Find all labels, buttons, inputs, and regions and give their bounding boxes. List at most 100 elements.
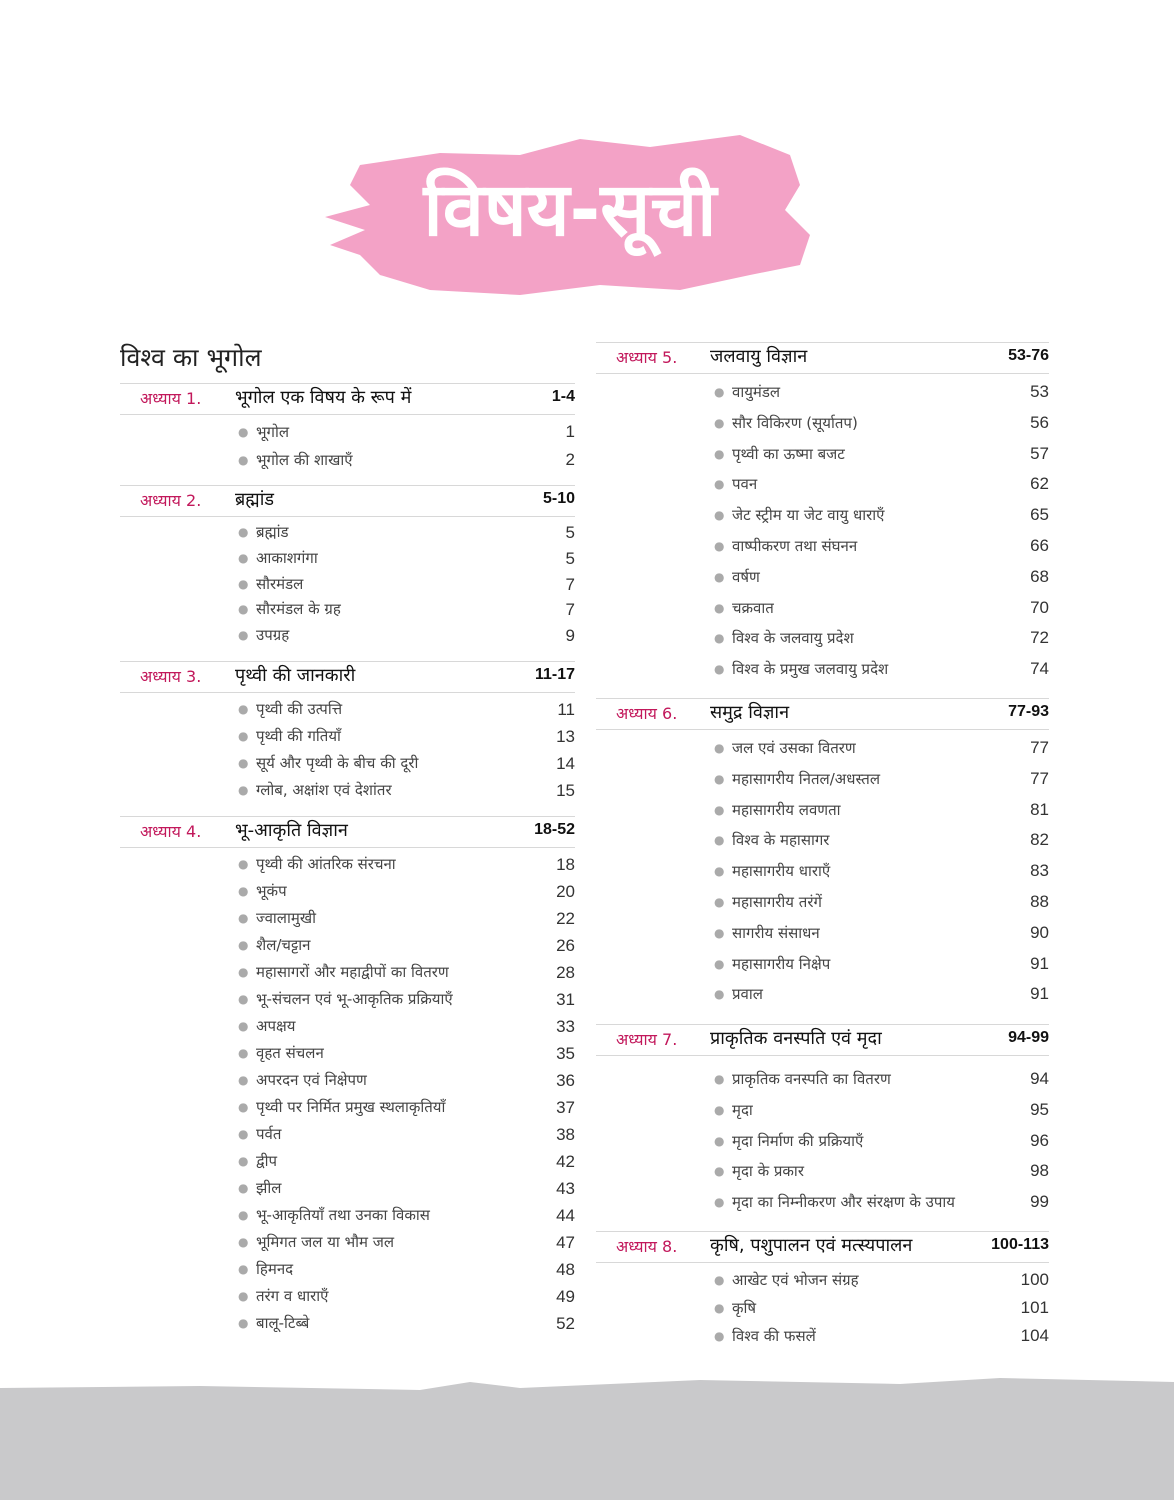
- toc-item[interactable]: ● सौर विकिरण (सूर्यातप) 56: [596, 408, 1049, 439]
- bullet-icon: ●: [238, 550, 249, 565]
- toc-item[interactable]: ● उपग्रह 9: [120, 623, 575, 649]
- toc-item[interactable]: ● पृथ्वी का ऊष्मा बजट 57: [596, 439, 1049, 470]
- toc-item[interactable]: ● महासागरीय नितल/अधस्तल 77: [596, 764, 1049, 795]
- toc-item[interactable]: ● मृदा के प्रकार 98: [596, 1156, 1049, 1187]
- toc-item[interactable]: ● पृथ्वी की आंतरिक संरचना 18: [120, 851, 575, 878]
- toc-item[interactable]: ● ब्रह्मांड 5: [120, 520, 575, 546]
- bullet-icon: ●: [714, 1164, 725, 1179]
- toc-item[interactable]: ● महासागरीय तरंगें 88: [596, 887, 1049, 918]
- toc-item[interactable]: ● ज्वालामुखी 22: [120, 905, 575, 932]
- toc-item[interactable]: ● वर्षण 68: [596, 562, 1049, 593]
- toc-item[interactable]: ● वायुमंडल 53: [596, 377, 1049, 408]
- chapter-title: पृथ्वी की जानकारी: [235, 665, 356, 686]
- toc-item[interactable]: ● सौरमंडल के ग्रह 7: [120, 597, 575, 623]
- chapter-header[interactable]: अध्याय 1. भूगोल एक विषय के रूप में 1-4: [120, 383, 575, 415]
- chapter-header[interactable]: अध्याय 6. समुद्र विज्ञान 77-93: [596, 698, 1049, 730]
- toc-item[interactable]: ● महासागरीय निक्षेप 91: [596, 949, 1049, 980]
- toc-item[interactable]: ● मृदा 95: [596, 1095, 1049, 1126]
- toc-item[interactable]: ● प्रवाल 91: [596, 979, 1049, 1010]
- toc-item[interactable]: ● महासागरों और महाद्वीपों का वितरण 28: [120, 959, 575, 986]
- chapter-header[interactable]: अध्याय 7. प्राकृतिक वनस्पति एवं मृदा 94-…: [596, 1024, 1049, 1056]
- item-page: 81: [1030, 799, 1049, 819]
- toc-item[interactable]: ● हिमनद 48: [120, 1256, 575, 1283]
- toc-item[interactable]: ● सूर्य और पृथ्वी के बीच की दूरी 14: [120, 750, 575, 777]
- item-title: मृदा का निम्नीकरण और संरक्षण के उपाय: [732, 1193, 956, 1212]
- toc-item[interactable]: ● विश्व के प्रमुख जलवायु प्रदेश 74: [596, 654, 1049, 685]
- toc-item[interactable]: ● अपक्षय 33: [120, 1013, 575, 1040]
- toc-item[interactable]: ● अपरदन एवं निक्षेपण 36: [120, 1067, 575, 1094]
- toc-item[interactable]: ● विश्व की फसलें 104: [596, 1322, 1049, 1350]
- bullet-icon: ●: [238, 602, 249, 617]
- toc-item[interactable]: ● बालू-टिब्बे 52: [120, 1310, 575, 1337]
- bullet-icon: ●: [238, 1019, 249, 1033]
- item-title: पृथ्वी पर निर्मित प्रमुख स्थलाकृतियाँ: [256, 1098, 446, 1116]
- toc-item[interactable]: ● पर्वत 38: [120, 1121, 575, 1148]
- item-title: महासागरों और महाद्वीपों का वितरण: [256, 963, 449, 981]
- toc-item[interactable]: ● भू-आकृतियाँ तथा उनका विकास 44: [120, 1202, 575, 1229]
- bullet-icon: ●: [238, 1262, 249, 1276]
- toc-item[interactable]: ● पृथ्वी की गतियाँ 13: [120, 723, 575, 750]
- item-page: 66: [1030, 535, 1049, 555]
- bullet-icon: ●: [714, 385, 725, 399]
- chapter-7: अध्याय 7. प्राकृतिक वनस्पति एवं मृदा 94-…: [596, 1024, 1049, 1218]
- item-page: 15: [556, 781, 575, 800]
- item-title: भू-आकृतियाँ तथा उनका विकास: [256, 1206, 430, 1224]
- toc-item[interactable]: ● जेट स्ट्रीम या जेट वायु धाराएँ 65: [596, 500, 1049, 531]
- chapter-header[interactable]: अध्याय 2. ब्रह्मांड 5-10: [120, 485, 575, 517]
- toc-item[interactable]: ● सागरीय संसाधन 90: [596, 918, 1049, 949]
- toc-item[interactable]: ● आकाशगंगा 5: [120, 546, 575, 572]
- chapter-label: अध्याय 7.: [616, 1030, 678, 1049]
- toc-item[interactable]: ● महासागरीय लवणता 81: [596, 795, 1049, 826]
- item-page: 94: [1030, 1069, 1049, 1088]
- item-title: पर्वत: [256, 1125, 282, 1143]
- toc-item[interactable]: ● मृदा का निम्नीकरण और संरक्षण के उपाय 9…: [596, 1187, 1049, 1218]
- item-page: 9: [565, 626, 575, 646]
- toc-item[interactable]: ● भू-संचलन एवं भू-आकृतिक प्रक्रियाएँ 31: [120, 986, 575, 1013]
- chapter-5: अध्याय 5. जलवायु विज्ञान 53-76 ● वायुमंड…: [596, 342, 1049, 685]
- toc-item[interactable]: ● तरंग व धाराएँ 49: [120, 1283, 575, 1310]
- bullet-icon: ●: [238, 783, 249, 797]
- bullet-icon: ●: [714, 1195, 725, 1210]
- chapter-header[interactable]: अध्याय 4. भू-आकृति विज्ञान 18-52: [120, 816, 575, 848]
- item-title: मृदा निर्माण की प्रक्रियाएँ: [732, 1131, 864, 1150]
- item-title: भूमिगत जल या भौम जल: [256, 1233, 395, 1251]
- toc-item[interactable]: ● भूकंप 20: [120, 878, 575, 905]
- bullet-icon: ●: [238, 938, 249, 952]
- toc-item[interactable]: ● वाष्पीकरण तथा संघनन 66: [596, 531, 1049, 562]
- bullet-icon: ●: [714, 987, 725, 1002]
- chapter-header[interactable]: अध्याय 5. जलवायु विज्ञान 53-76: [596, 342, 1049, 374]
- item-page: 96: [1030, 1130, 1049, 1150]
- bullet-icon: ●: [238, 884, 249, 898]
- bullet-icon: ●: [714, 538, 725, 553]
- toc-item[interactable]: ● झील 43: [120, 1175, 575, 1202]
- toc-item[interactable]: ● महासागरीय धाराएँ 83: [596, 856, 1049, 887]
- toc-item[interactable]: ● भूमिगत जल या भौम जल 47: [120, 1229, 575, 1256]
- item-title: चक्रवात: [732, 598, 774, 617]
- chapter-header[interactable]: अध्याय 8. कृषि, पशुपालन एवं मत्स्यपालन 1…: [596, 1231, 1049, 1263]
- item-title: विश्व के महासागर: [732, 831, 830, 850]
- bullet-icon: ●: [714, 415, 725, 430]
- toc-item[interactable]: ● द्वीप 42: [120, 1148, 575, 1175]
- toc-item[interactable]: ● पृथ्वी पर निर्मित प्रमुख स्थलाकृतियाँ …: [120, 1094, 575, 1121]
- toc-item[interactable]: ● विश्व के महासागर 82: [596, 825, 1049, 856]
- toc-item[interactable]: ● शैल/चट्टान 26: [120, 932, 575, 959]
- toc-item[interactable]: ● ग्लोब, अक्षांश एवं देशांतर 15: [120, 777, 575, 804]
- toc-item[interactable]: ● वृहत संचलन 35: [120, 1040, 575, 1067]
- toc-item[interactable]: ● विश्व के जलवायु प्रदेश 72: [596, 623, 1049, 654]
- toc-item[interactable]: ● भूगोल की शाखाएँ 2: [120, 446, 575, 474]
- toc-item[interactable]: ● पवन 62: [596, 469, 1049, 500]
- toc-item[interactable]: ● सौरमंडल 7: [120, 572, 575, 598]
- toc-item[interactable]: ● भूगोल 1: [120, 418, 575, 446]
- toc-item[interactable]: ● मृदा निर्माण की प्रक्रियाएँ 96: [596, 1126, 1049, 1157]
- item-page: 98: [1030, 1161, 1049, 1181]
- item-page: 48: [556, 1260, 575, 1279]
- toc-item[interactable]: ● आखेट एवं भोजन संग्रह 100: [596, 1266, 1049, 1294]
- toc-item[interactable]: ● पृथ्वी की उत्पत्ति 11: [120, 696, 575, 723]
- toc-item[interactable]: ● जल एवं उसका वितरण 77: [596, 733, 1049, 764]
- item-title: झील: [256, 1179, 282, 1197]
- toc-item[interactable]: ● चक्रवात 70: [596, 593, 1049, 624]
- toc-item[interactable]: ● प्राकृतिक वनस्पति का वितरण 94: [596, 1064, 1049, 1095]
- chapter-header[interactable]: अध्याय 3. पृथ्वी की जानकारी 11-17: [120, 661, 575, 693]
- toc-item[interactable]: ● कृषि 101: [596, 1294, 1049, 1322]
- bullet-icon: ●: [238, 1235, 249, 1249]
